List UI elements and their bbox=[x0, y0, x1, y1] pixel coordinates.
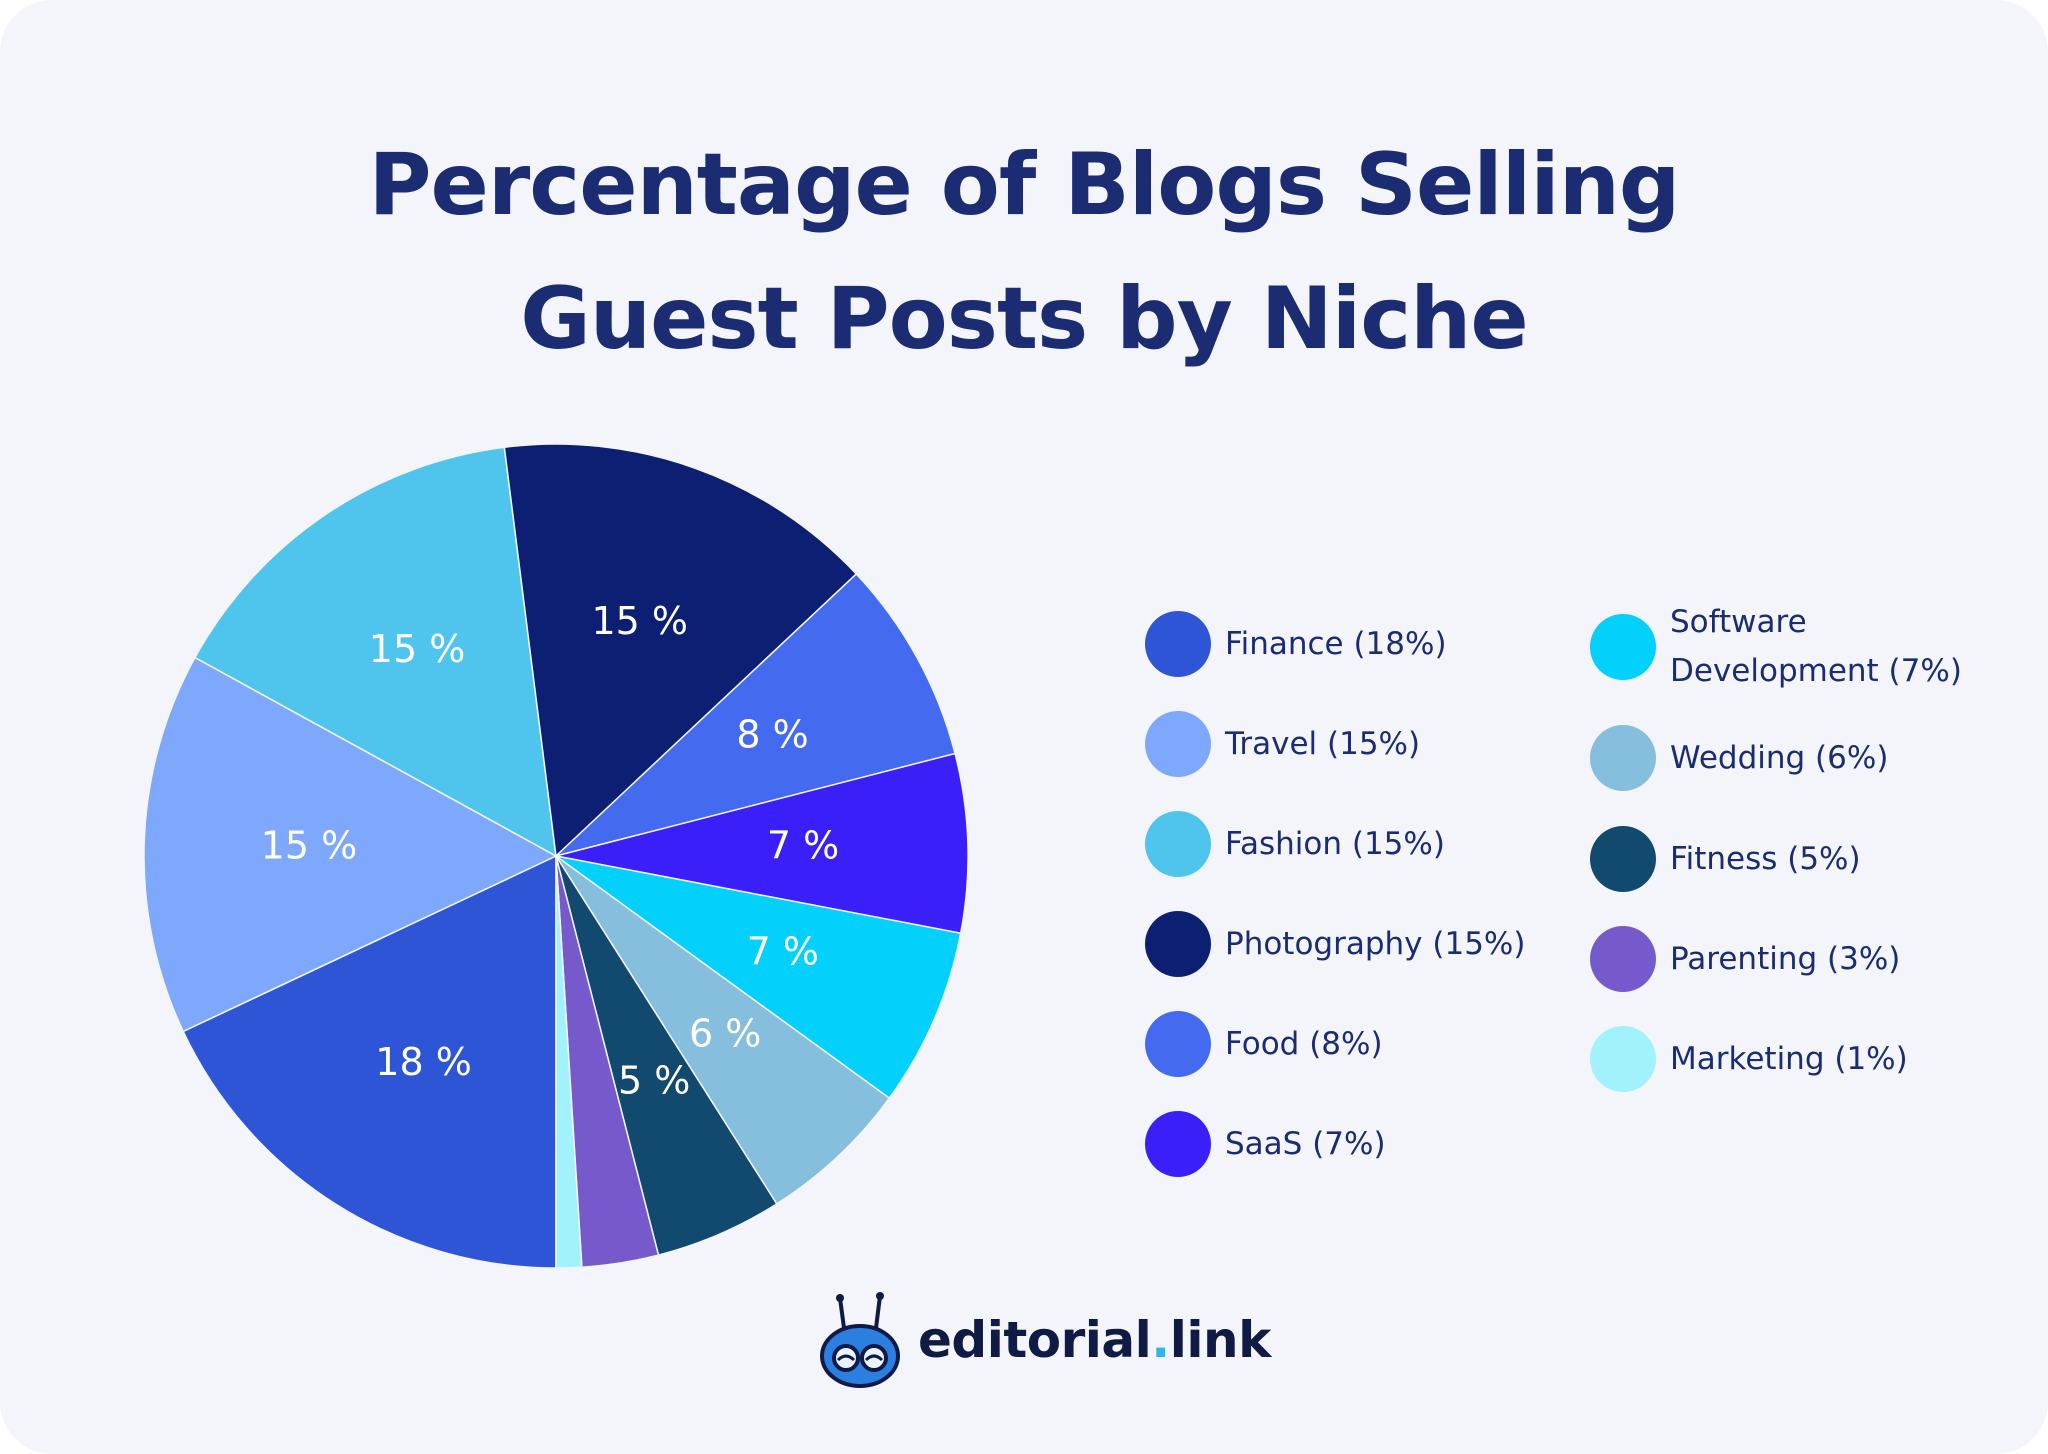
slice-label-fashion: 15 % bbox=[369, 627, 466, 671]
legend-label: Food (8%) bbox=[1225, 1025, 1383, 1062]
legend-label: Finance (18%) bbox=[1225, 625, 1447, 662]
pie-slice-marketing bbox=[555, 855, 583, 1269]
legend-item-fitness: Fitness (5%) bbox=[1590, 826, 1861, 892]
pie-slice-photography bbox=[503, 443, 858, 858]
legend-swatch bbox=[1145, 711, 1211, 777]
legend-label: Fashion (15%) bbox=[1225, 825, 1445, 862]
legend-label: Travel (15%) bbox=[1225, 725, 1421, 762]
legend-item-software-development: Software Development (7%) bbox=[1590, 598, 1962, 696]
legend-item-photography: Photography (15%) bbox=[1145, 911, 1525, 977]
legend-item-parenting: Parenting (3%) bbox=[1590, 926, 1900, 992]
pie-slice-saas bbox=[555, 752, 969, 935]
logo-wordmark-dot: . bbox=[1151, 1311, 1170, 1369]
legend-swatch bbox=[1145, 611, 1211, 677]
pie-slice-software-development bbox=[555, 855, 962, 1100]
robot-mascot-icon bbox=[820, 1292, 900, 1388]
legend-item-travel: Travel (15%) bbox=[1145, 711, 1420, 777]
chart-title: Percentage of Blogs Selling Guest Posts … bbox=[0, 118, 2048, 386]
pie-slice-food bbox=[555, 572, 956, 857]
logo-wordmark-main: editorial bbox=[918, 1311, 1152, 1369]
chart-title-line-1: Percentage of Blogs Selling bbox=[368, 135, 1681, 235]
legend-swatch bbox=[1145, 911, 1211, 977]
pie-slice-finance bbox=[182, 854, 557, 1269]
legend-swatch bbox=[1590, 725, 1656, 791]
legend-label: Wedding (6%) bbox=[1670, 739, 1889, 776]
legend-item-wedding: Wedding (6%) bbox=[1590, 725, 1888, 791]
legend-item-saas: SaaS (7%) bbox=[1145, 1111, 1386, 1177]
slice-label-wedding: 6 % bbox=[689, 1012, 761, 1056]
legend-label: Parenting (3%) bbox=[1670, 940, 1901, 977]
logo-wordmark: editorial.link bbox=[918, 1311, 1271, 1369]
legend-item-food: Food (8%) bbox=[1145, 1011, 1383, 1077]
legend-label: SaaS (7%) bbox=[1225, 1125, 1386, 1162]
logo-wordmark-tail: link bbox=[1169, 1311, 1272, 1369]
legend-label: Software Development (7%) bbox=[1670, 604, 1962, 689]
pie-slice-travel bbox=[143, 656, 558, 1033]
legend-item-marketing: Marketing (1%) bbox=[1590, 1026, 1908, 1092]
legend-label: Marketing (1%) bbox=[1670, 1040, 1908, 1077]
legend-swatch bbox=[1590, 926, 1656, 992]
slice-label-finance: 18 % bbox=[375, 1040, 472, 1084]
slice-label-photography: 15 % bbox=[591, 599, 688, 643]
pie-slice-fashion bbox=[193, 446, 557, 858]
legend-item-fashion: Fashion (15%) bbox=[1145, 811, 1445, 877]
legend-swatch bbox=[1145, 1011, 1211, 1077]
legend-swatch bbox=[1590, 1026, 1656, 1092]
slice-label-travel: 15 % bbox=[261, 824, 358, 868]
legend-item-finance: Finance (18%) bbox=[1145, 611, 1447, 677]
editorial-link-logo: editorial.link bbox=[818, 1292, 1271, 1388]
legend-swatch bbox=[1590, 614, 1656, 680]
legend-swatch bbox=[1145, 1111, 1211, 1177]
slice-label-fitness: 5 % bbox=[618, 1058, 690, 1102]
legend-label: Fitness (5%) bbox=[1670, 840, 1861, 877]
slice-label-food: 8 % bbox=[736, 712, 808, 756]
legend-swatch bbox=[1145, 811, 1211, 877]
slice-label-software-development: 7 % bbox=[747, 930, 819, 974]
slice-label-saas: 7 % bbox=[767, 824, 839, 868]
legend-label: Photography (15%) bbox=[1225, 925, 1526, 962]
pie-slice-wedding bbox=[555, 855, 891, 1205]
legend-swatch bbox=[1590, 826, 1656, 892]
chart-title-line-2: Guest Posts by Niche bbox=[520, 269, 1528, 369]
